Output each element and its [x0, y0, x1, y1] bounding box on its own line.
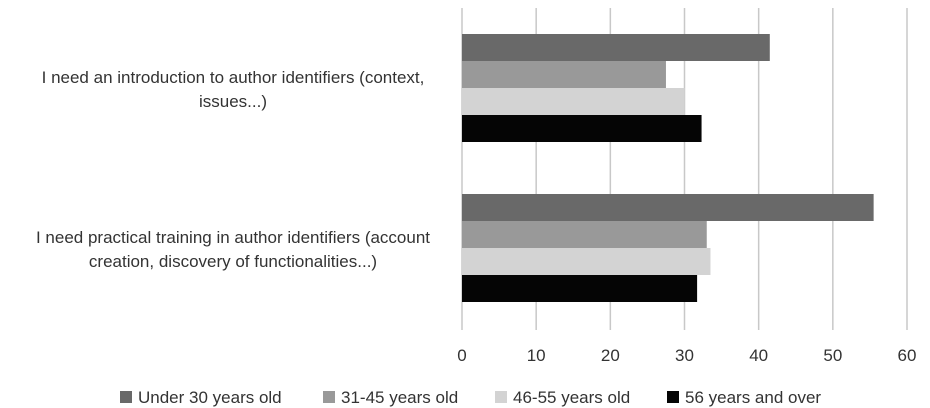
- category-label: I need practical training in author iden…: [36, 228, 430, 247]
- legend-item: 31-45 years old: [323, 388, 458, 407]
- x-tick-label: 10: [527, 346, 546, 365]
- bar-under-30-years-old-cat1: [462, 34, 770, 61]
- bar-46-55-years-old-cat1: [462, 88, 685, 115]
- legend-item: Under 30 years old: [120, 388, 282, 407]
- legend-label: Under 30 years old: [138, 388, 282, 407]
- category-label: issues...): [199, 92, 267, 111]
- legend-item: 56 years and over: [667, 388, 821, 407]
- legend-swatch: [495, 391, 507, 403]
- category-label: I need an introduction to author identif…: [42, 68, 425, 87]
- legend-label: 56 years and over: [685, 388, 821, 407]
- bar-31-45-years-old-cat2: [462, 221, 707, 248]
- legend-swatch: [120, 391, 132, 403]
- bar-56-years-and-over-cat2: [462, 275, 698, 302]
- x-tick-label: 40: [749, 346, 768, 365]
- category-labels: I need an introduction to author identif…: [36, 68, 430, 271]
- x-tick-label: 50: [823, 346, 842, 365]
- bar-under-30-years-old-cat2: [462, 194, 874, 221]
- bar-56-years-and-over-cat1: [462, 115, 702, 142]
- x-tick-label: 0: [457, 346, 466, 365]
- x-tick-label: 60: [898, 346, 917, 365]
- x-tick-label: 30: [675, 346, 694, 365]
- legend-label: 46-55 years old: [513, 388, 630, 407]
- bar-46-55-years-old-cat2: [462, 248, 711, 275]
- legend-swatch: [323, 391, 335, 403]
- legend: Under 30 years old 31-45 years old 46-55 y…: [120, 388, 821, 407]
- category-label: creation, discovery of functionalities..…: [89, 252, 377, 271]
- x-tick-label: 20: [601, 346, 620, 365]
- legend-swatch: [667, 391, 679, 403]
- x-axis: 0 10 20 30 40 50 60: [457, 346, 916, 365]
- legend-item: 46-55 years old: [495, 388, 630, 407]
- bar-31-45-years-old-cat1: [462, 61, 666, 88]
- legend-label: 31-45 years old: [341, 388, 458, 407]
- bars: [462, 34, 874, 302]
